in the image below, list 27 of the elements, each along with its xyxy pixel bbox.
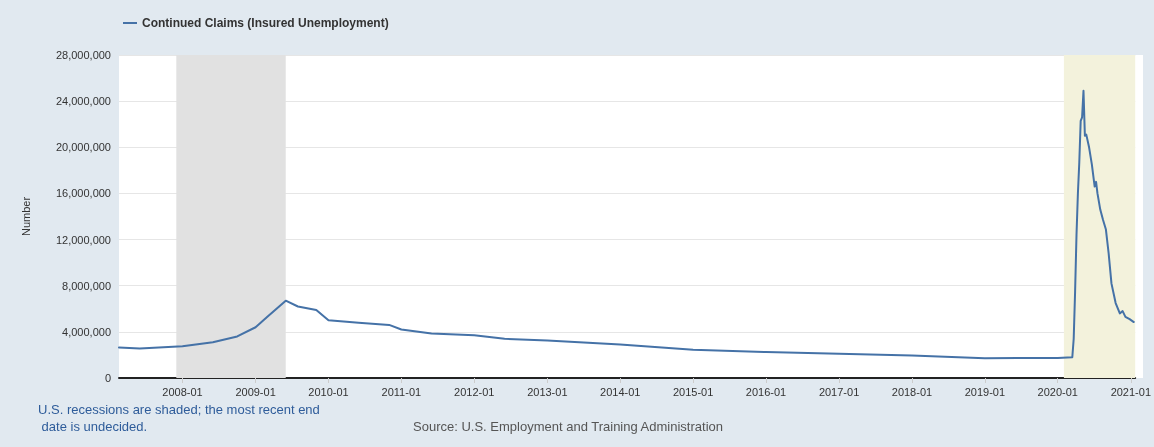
y-tick-label: 0 [104, 372, 111, 384]
x-tick-label: 2018-01 [891, 385, 933, 398]
x-tick-label: 2019-01 [964, 385, 1006, 398]
y-tick-label: 24,000,000 [55, 95, 111, 108]
x-tick-label: 2014-01 [600, 385, 641, 398]
y-axis-title: Number [19, 196, 32, 237]
legend-label: Continued Claims (Insured Unemployment) [142, 16, 389, 30]
x-tick-label: 2008-01 [162, 385, 203, 398]
x-tick-label: 2012-01 [454, 385, 495, 398]
x-tick-label: 2013-01 [527, 385, 568, 398]
x-tick-label: 2011-01 [381, 385, 422, 398]
x-tick-label: 2016-01 [745, 385, 787, 398]
line-series [118, 89, 1135, 360]
x-tick-label: 2017-01 [818, 385, 860, 398]
x-tick-label: 2009-01 [235, 385, 276, 398]
y-tick-label: 4,000,000 [62, 325, 111, 338]
x-tick-label: 2021-01 [1110, 385, 1151, 398]
y-tick-label: 16,000,000 [55, 187, 111, 200]
y-tick-label: 8,000,000 [62, 279, 111, 292]
y-tick-label: 28,000,000 [55, 49, 111, 61]
y-tick-label: 20,000,000 [55, 141, 111, 154]
y-tick-label: 12,000,000 [55, 233, 111, 246]
x-tick-label: 2015-01 [672, 385, 714, 398]
source-note: Source: U.S. Employment and Training Administration [413, 419, 723, 434]
text: U.S. recessions are shaded; the most recent end date is undecided. [38, 402, 320, 434]
x-tick-label: 2010-01 [308, 385, 349, 398]
x-tick-label: 2020-01 [1037, 385, 1078, 398]
